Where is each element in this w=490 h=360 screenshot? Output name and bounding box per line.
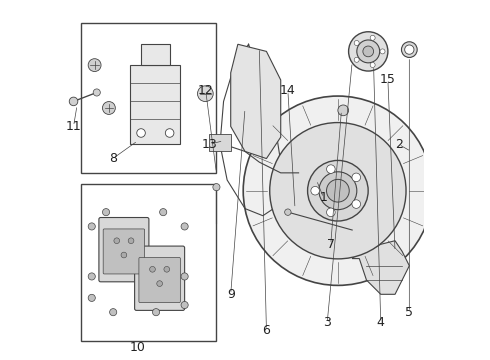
Circle shape: [401, 42, 417, 58]
Text: 5: 5: [405, 306, 414, 319]
Text: 8: 8: [109, 152, 117, 165]
Circle shape: [102, 102, 115, 114]
Text: 7: 7: [327, 238, 335, 251]
Bar: [81, 23, 217, 173]
Circle shape: [181, 273, 188, 280]
Circle shape: [152, 309, 160, 316]
Circle shape: [137, 129, 146, 137]
Circle shape: [69, 97, 78, 106]
Bar: [130, 65, 180, 144]
Text: 15: 15: [380, 73, 396, 86]
Circle shape: [181, 301, 188, 309]
Text: 4: 4: [377, 316, 385, 329]
FancyBboxPatch shape: [99, 217, 149, 282]
Circle shape: [197, 86, 213, 102]
Circle shape: [213, 184, 220, 191]
Circle shape: [357, 40, 380, 63]
Circle shape: [285, 209, 291, 215]
Circle shape: [311, 186, 319, 195]
Circle shape: [319, 172, 357, 210]
Circle shape: [326, 208, 335, 217]
Text: 12: 12: [198, 84, 214, 97]
Circle shape: [93, 89, 100, 96]
Text: 6: 6: [263, 324, 270, 337]
Text: 9: 9: [227, 288, 235, 301]
Text: 13: 13: [201, 138, 217, 151]
Circle shape: [157, 281, 163, 287]
Circle shape: [164, 266, 170, 272]
FancyBboxPatch shape: [139, 257, 180, 302]
Circle shape: [308, 161, 368, 221]
Bar: [141, 44, 170, 65]
Circle shape: [380, 49, 385, 54]
Text: 1: 1: [319, 192, 327, 204]
Polygon shape: [352, 241, 409, 294]
Circle shape: [160, 208, 167, 216]
FancyBboxPatch shape: [103, 229, 145, 274]
Circle shape: [110, 309, 117, 316]
Circle shape: [352, 173, 361, 182]
FancyBboxPatch shape: [135, 246, 185, 310]
Text: 11: 11: [66, 120, 81, 133]
Circle shape: [88, 223, 96, 230]
Circle shape: [326, 165, 335, 174]
Circle shape: [270, 122, 406, 259]
Text: 2: 2: [394, 138, 403, 151]
Text: 3: 3: [323, 316, 331, 329]
Circle shape: [326, 179, 349, 202]
Polygon shape: [231, 44, 281, 158]
Circle shape: [370, 63, 375, 67]
Circle shape: [165, 129, 174, 137]
Circle shape: [354, 57, 359, 62]
Circle shape: [121, 252, 127, 258]
Circle shape: [370, 35, 375, 40]
Circle shape: [88, 273, 96, 280]
Circle shape: [88, 294, 96, 301]
Text: 10: 10: [130, 341, 146, 354]
Text: 14: 14: [280, 84, 296, 97]
Circle shape: [352, 200, 361, 208]
Circle shape: [405, 45, 414, 54]
Circle shape: [88, 59, 101, 72]
Circle shape: [114, 238, 120, 244]
Bar: [209, 134, 231, 152]
Circle shape: [181, 223, 188, 230]
Bar: [81, 184, 217, 341]
Circle shape: [338, 105, 348, 116]
Circle shape: [128, 238, 134, 244]
Circle shape: [149, 266, 155, 272]
Circle shape: [354, 41, 359, 45]
Circle shape: [102, 208, 110, 216]
Circle shape: [363, 46, 373, 57]
Circle shape: [348, 32, 388, 71]
Circle shape: [243, 96, 433, 285]
